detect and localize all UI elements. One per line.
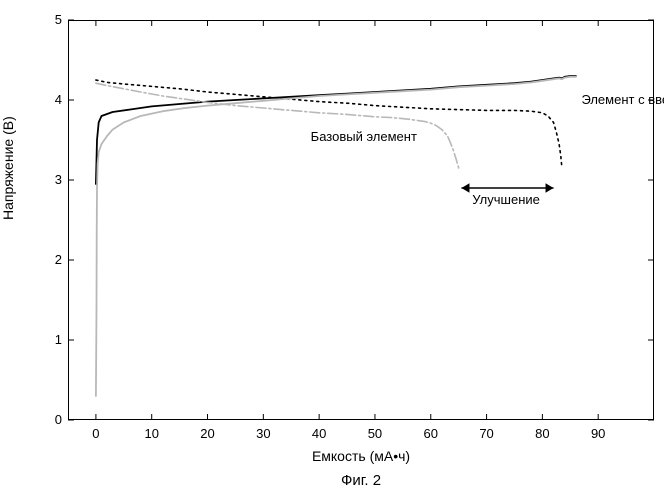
y-tick-label: 3 xyxy=(44,172,62,187)
y-tick-label: 1 xyxy=(44,332,62,347)
x-tick-label: 70 xyxy=(477,426,497,441)
y-tick-label: 4 xyxy=(44,92,62,107)
series-slmp_discharge xyxy=(96,80,562,168)
y-tick-label: 2 xyxy=(44,252,62,267)
x-tick-label: 90 xyxy=(588,426,608,441)
series-base_charge xyxy=(96,77,576,396)
x-tick-label: 40 xyxy=(309,426,329,441)
annotation-slmp_label: Элемент с введенным SLMP xyxy=(581,92,664,107)
figure-caption: Фиг. 2 xyxy=(331,472,391,489)
x-tick-label: 80 xyxy=(532,426,552,441)
x-tick-label: 20 xyxy=(198,426,218,441)
x-tick-label: 50 xyxy=(365,426,385,441)
x-axis-title: Емкость (мА•ч) xyxy=(301,448,421,464)
chart-svg xyxy=(0,0,664,500)
chart-root: 0 10 20 30 40 50 60 70 80 90 0 1 2 3 4 5 Элемент с введе… xyxy=(0,0,664,500)
x-tick-label: 10 xyxy=(142,426,162,441)
series-base_discharge xyxy=(96,83,459,168)
x-tick-label: 0 xyxy=(86,426,106,441)
y-tick-label: 5 xyxy=(44,12,62,27)
annotation-improvement_label: Улучшение xyxy=(426,192,586,207)
x-tick-label: 30 xyxy=(253,426,273,441)
y-tick-label: 0 xyxy=(44,412,62,427)
x-tick-label: 60 xyxy=(421,426,441,441)
y-axis-title: Напряжение (В) xyxy=(0,116,16,220)
annotation-base_label: Базовый элемент xyxy=(284,129,444,144)
